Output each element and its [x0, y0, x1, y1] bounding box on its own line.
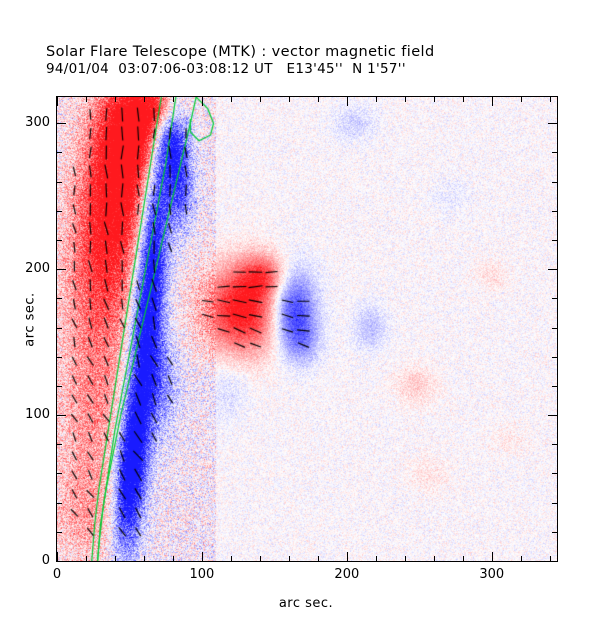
tick-mark [549, 556, 551, 561]
tick-mark [520, 97, 522, 102]
tick-mark [548, 561, 557, 562]
tick-mark [462, 97, 464, 102]
magnetogram-plot-area [56, 96, 558, 562]
tick-mark [230, 556, 232, 561]
tick-mark [114, 97, 116, 102]
tick-label: 300 [479, 567, 505, 582]
tick-mark [552, 502, 557, 504]
tick-mark [375, 97, 377, 102]
tick-mark [346, 552, 348, 561]
tick-mark [259, 556, 261, 561]
tick-mark [552, 356, 557, 358]
tick-mark [404, 97, 406, 102]
tick-mark [375, 556, 377, 561]
tick-mark [462, 556, 464, 561]
tick-mark [433, 556, 435, 561]
tick-mark [552, 531, 557, 533]
figure-subtitle: 94/01/04 03:07:06-03:08:12 UT E13'45'' N… [46, 61, 406, 77]
tick-mark [552, 327, 557, 329]
tick-mark [548, 415, 557, 417]
tick-mark [57, 269, 66, 271]
tick-mark [57, 356, 62, 358]
tick-mark [552, 239, 557, 241]
x-axis-title: arc sec. [278, 596, 334, 611]
tick-mark [143, 97, 145, 102]
tick-label: 0 [52, 567, 62, 582]
tick-mark [57, 210, 62, 212]
tick-mark [552, 385, 557, 387]
tick-mark [57, 444, 62, 446]
tick-label: 300 [25, 115, 50, 131]
figure-title: Solar Flare Telescope (MTK) : vector mag… [46, 44, 435, 60]
tick-mark [85, 97, 87, 102]
tick-mark [57, 552, 58, 561]
tick-mark [520, 556, 522, 561]
tick-mark [201, 97, 203, 106]
tick-mark [433, 97, 435, 102]
tick-mark [57, 181, 62, 183]
tick-label: 200 [25, 261, 50, 277]
tick-mark [57, 327, 62, 329]
figure-title-block: Solar Flare Telescope (MTK) : vector mag… [46, 44, 586, 78]
tick-mark [57, 415, 66, 417]
tick-label: 200 [334, 567, 360, 582]
tick-mark [404, 556, 406, 561]
tick-mark [317, 97, 319, 102]
tick-mark [57, 152, 62, 154]
tick-mark [288, 97, 290, 102]
tick-mark [230, 97, 232, 102]
tick-mark [201, 552, 203, 561]
tick-mark [491, 97, 493, 106]
tick-mark [172, 556, 174, 561]
tick-mark [548, 123, 557, 125]
tick-mark [552, 181, 557, 183]
tick-label: 100 [25, 407, 50, 423]
tick-mark [57, 385, 62, 387]
tick-mark [346, 97, 348, 106]
tick-mark [57, 239, 62, 241]
tick-mark [57, 502, 62, 504]
tick-mark [552, 298, 557, 300]
tick-mark [114, 556, 116, 561]
magnetogram-image [57, 97, 557, 561]
tick-mark [491, 552, 493, 561]
tick-mark [57, 561, 66, 562]
tick-label: 100 [189, 567, 215, 582]
tick-mark [57, 531, 62, 533]
tick-mark [57, 298, 62, 300]
tick-mark [57, 473, 62, 475]
y-axis-title: arc sec. [22, 292, 38, 347]
tick-mark [85, 556, 87, 561]
tick-mark [552, 444, 557, 446]
tick-mark [317, 556, 319, 561]
tick-mark [552, 210, 557, 212]
tick-mark [552, 152, 557, 154]
tick-mark [57, 123, 66, 125]
tick-mark [172, 97, 174, 102]
tick-mark [552, 473, 557, 475]
tick-mark [259, 97, 261, 102]
tick-mark [143, 556, 145, 561]
tick-mark [549, 97, 551, 102]
tick-label: 0 [41, 553, 50, 568]
tick-mark [57, 97, 58, 106]
tick-mark [548, 269, 557, 271]
tick-mark [288, 556, 290, 561]
